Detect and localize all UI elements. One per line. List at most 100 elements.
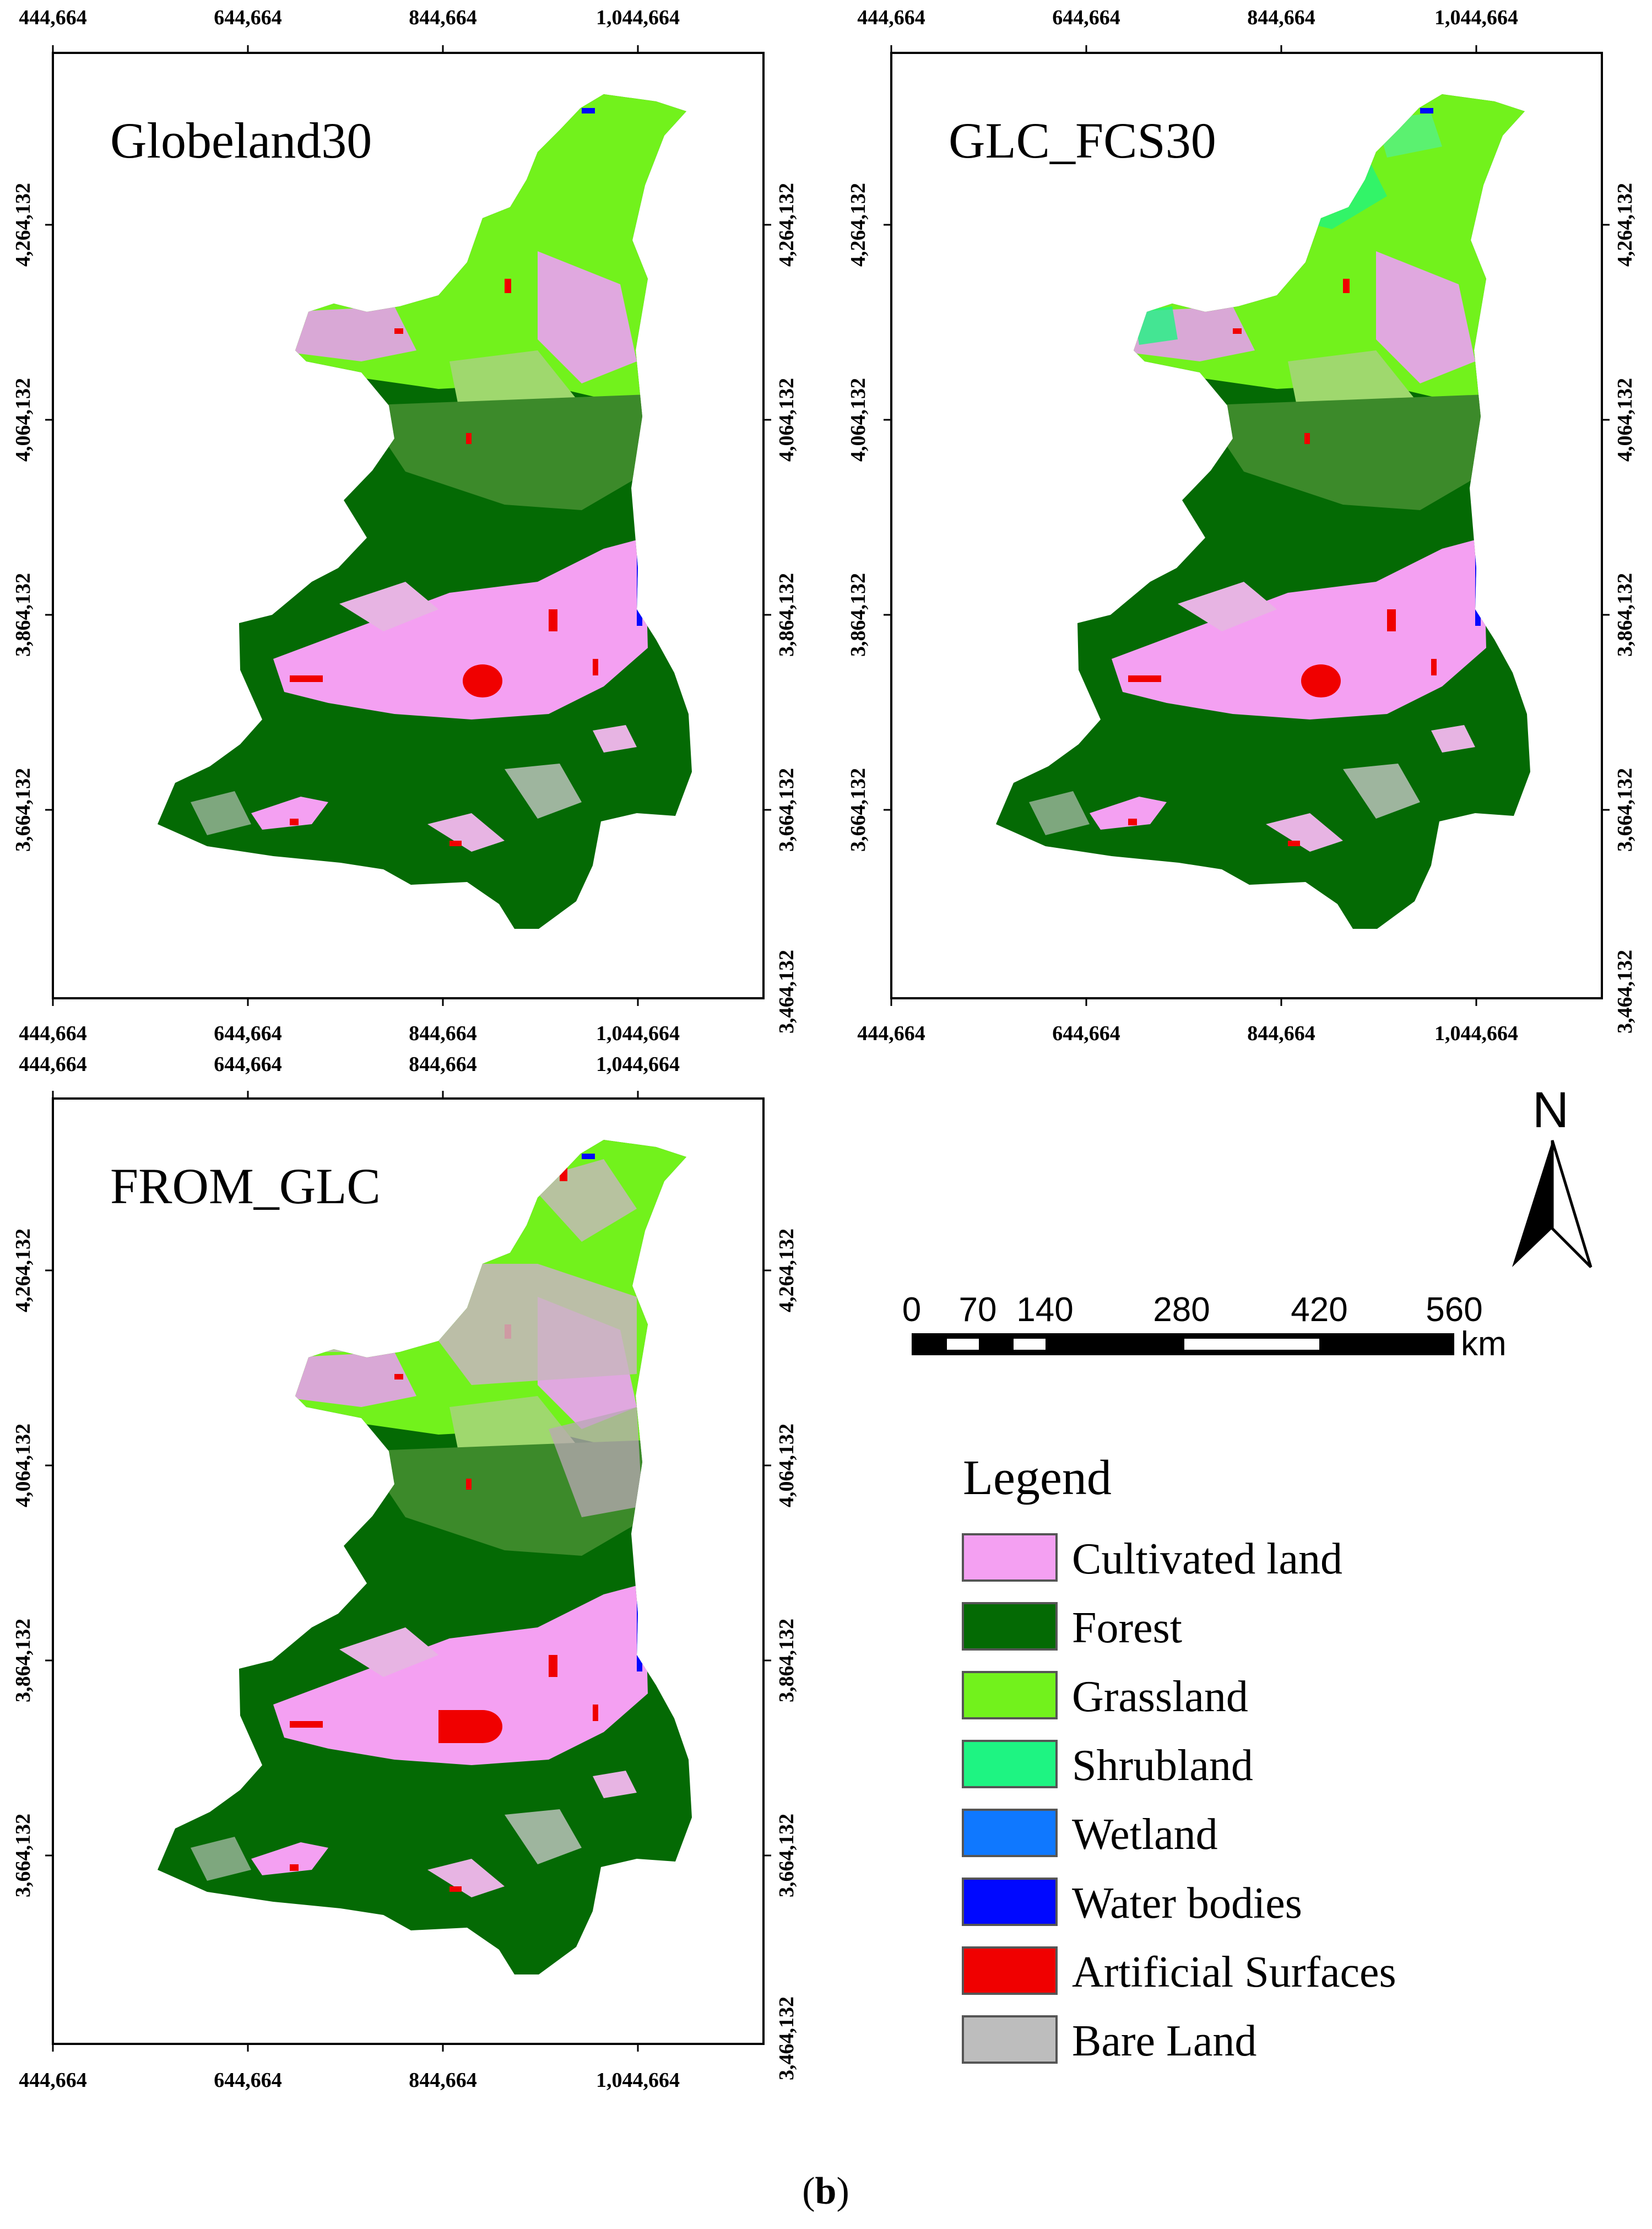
svg-text:3,664,132: 3,664,132	[1613, 768, 1637, 852]
north-arrow-icon	[1512, 1140, 1552, 1267]
svg-text:4,064,132: 4,064,132	[1613, 378, 1637, 462]
panel-3-left-labels: 4,264,132 4,064,132 3,864,132 3,664,132	[12, 1229, 35, 1897]
legend-swatch	[962, 1602, 1058, 1651]
svg-text:4,264,132: 4,264,132	[847, 183, 870, 267]
panel-2-right-labels: 4,264,132 4,064,132 3,864,132 3,664,132 …	[1613, 183, 1637, 1034]
svg-text:4,264,132: 4,264,132	[1613, 183, 1637, 267]
legend-item-artificial-surfaces: Artificial Surfaces	[962, 1946, 1396, 1997]
legend-swatch	[962, 2015, 1058, 2064]
panel-1-top-labels: 444,664 644,664 844,664 1,044,664	[19, 6, 680, 29]
legend-swatch	[962, 1809, 1058, 1857]
panel-1-ticks	[45, 45, 771, 1006]
svg-text:3,864,132: 3,864,132	[847, 573, 870, 657]
svg-text:3,664,132: 3,664,132	[12, 1814, 35, 1897]
svg-text:644,664: 644,664	[214, 1053, 282, 1076]
svg-text:560: 560	[1426, 1291, 1482, 1329]
svg-text:140: 140	[1016, 1291, 1073, 1329]
svg-text:3,664,132: 3,664,132	[775, 1814, 798, 1897]
svg-text:0: 0	[902, 1291, 921, 1329]
panel-title: GLC_FCS30	[949, 112, 1216, 169]
svg-text:1,044,664: 1,044,664	[1434, 1022, 1518, 1045]
legend-label: Water bodies	[1072, 1879, 1302, 1928]
svg-text:4,264,132: 4,264,132	[775, 1229, 798, 1312]
legend-title: Legend	[963, 1451, 1112, 1505]
legend-swatch	[962, 1533, 1058, 1582]
svg-text:3,664,132: 3,664,132	[847, 768, 870, 852]
panel-globeland30: Globeland30	[52, 52, 765, 999]
svg-text:1,044,664: 1,044,664	[1434, 6, 1518, 29]
svg-text:444,664: 444,664	[19, 6, 87, 29]
legend-label: Grassland	[1072, 1673, 1248, 1721]
legend-item-bare-land: Bare Land	[962, 2015, 1256, 2065]
legend-label: Bare Land	[1072, 2017, 1256, 2065]
svg-text:3,864,132: 3,864,132	[12, 573, 35, 657]
svg-text:1,044,664: 1,044,664	[596, 6, 680, 29]
panel-glc-fcs30: GLC_FCS30	[890, 52, 1603, 999]
svg-text:444,664: 444,664	[19, 2069, 87, 2092]
panel-from-glc: FROM_GLC	[52, 1097, 765, 2045]
panel-1-bottom-labels: 444,664 644,664 844,664 1,044,664	[19, 1022, 680, 1045]
legend-item-forest: Forest	[962, 1602, 1182, 1652]
svg-text:4,064,132: 4,064,132	[12, 1424, 35, 1507]
panel-3-right-labels: 4,264,132 4,064,132 3,864,132 3,664,132 …	[775, 1229, 798, 2080]
scale-unit: km	[1461, 1325, 1507, 1363]
panel-2-bottom-labels: 444,664 644,664 844,664 1,044,664	[857, 1022, 1518, 1045]
panel-title: Globeland30	[110, 112, 372, 169]
panel-3-top-labels: 444,664 644,664 844,664 1,044,664	[19, 1053, 680, 1076]
panel-2-left-labels: 4,264,132 4,064,132 3,864,132 3,664,132	[847, 183, 870, 852]
svg-text:3,864,132: 3,864,132	[12, 1619, 35, 1702]
legend-label: Artificial Surfaces	[1072, 1948, 1396, 1997]
svg-text:1,044,664: 1,044,664	[596, 1053, 680, 1076]
figure-caption: (b)	[802, 2170, 849, 2212]
svg-text:1,044,664: 1,044,664	[596, 2069, 680, 2092]
panel-3-ticks	[45, 1091, 771, 2052]
svg-text:3,464,132: 3,464,132	[1613, 950, 1637, 1034]
panel-2-top-labels: 444,664 644,664 844,664 1,044,664	[857, 6, 1518, 29]
svg-text:3,464,132: 3,464,132	[775, 1997, 798, 2080]
legend-item-cultivated-land: Cultivated land	[962, 1533, 1342, 1583]
legend-swatch	[962, 1671, 1058, 1719]
legend-label: Shrubland	[1072, 1741, 1253, 1790]
svg-text:644,664: 644,664	[214, 1022, 282, 1045]
legend-label: Forest	[1072, 1604, 1182, 1652]
panel-1-left-labels: 4,264,132 4,064,132 3,864,132 3,664,132	[12, 183, 35, 852]
svg-text:444,664: 444,664	[857, 6, 925, 29]
svg-text:3,864,132: 3,864,132	[775, 573, 798, 657]
svg-text:644,664: 644,664	[1052, 6, 1120, 29]
panel-2-ticks	[884, 45, 1610, 1006]
svg-text:844,664: 844,664	[1247, 6, 1315, 29]
legend: Legend Cultivated land Forest Grassland …	[962, 1451, 1396, 2065]
svg-text:4,064,132: 4,064,132	[775, 378, 798, 462]
legend-swatch	[962, 1946, 1058, 1995]
svg-text:70: 70	[959, 1291, 997, 1329]
north-label: N	[1532, 1082, 1569, 1138]
legend-swatch	[962, 1878, 1058, 1926]
svg-text:444,664: 444,664	[857, 1022, 925, 1045]
svg-text:3,864,132: 3,864,132	[1613, 573, 1637, 657]
svg-text:3,664,132: 3,664,132	[12, 768, 35, 852]
legend-item-shrubland: Shrubland	[962, 1740, 1253, 1790]
svg-text:644,664: 644,664	[214, 6, 282, 29]
svg-text:844,664: 844,664	[409, 1053, 477, 1076]
svg-text:444,664: 444,664	[19, 1053, 87, 1076]
svg-text:844,664: 844,664	[409, 1022, 477, 1045]
svg-text:644,664: 644,664	[1052, 1022, 1120, 1045]
legend-label: Wetland	[1072, 1810, 1218, 1859]
legend-item-grassland: Grassland	[962, 1671, 1248, 1721]
svg-text:844,664: 844,664	[1247, 1022, 1315, 1045]
svg-text:4,264,132: 4,264,132	[775, 183, 798, 267]
panel-1-right-labels: 4,264,132 4,064,132 3,864,132 3,664,132 …	[775, 183, 798, 1034]
panel-title: FROM_GLC	[110, 1158, 381, 1214]
svg-text:644,664: 644,664	[214, 2069, 282, 2092]
svg-text:4,264,132: 4,264,132	[12, 183, 35, 267]
svg-text:3,864,132: 3,864,132	[775, 1619, 798, 1702]
svg-text:3,664,132: 3,664,132	[775, 768, 798, 852]
north-arrow: N	[1512, 1082, 1593, 1268]
svg-text:444,664: 444,664	[19, 1022, 87, 1045]
svg-text:3,464,132: 3,464,132	[775, 950, 798, 1034]
svg-text:4,064,132: 4,064,132	[12, 378, 35, 462]
bare-land-overlay	[290, 1159, 642, 1743]
legend-swatch	[962, 1740, 1058, 1788]
svg-text:4,064,132: 4,064,132	[847, 378, 870, 462]
